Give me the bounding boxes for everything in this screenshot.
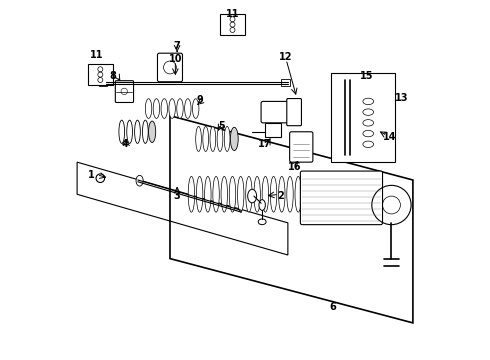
Ellipse shape bbox=[262, 176, 269, 212]
Ellipse shape bbox=[185, 99, 191, 118]
Text: 12: 12 bbox=[279, 52, 293, 62]
Ellipse shape bbox=[213, 176, 220, 212]
Ellipse shape bbox=[279, 176, 285, 212]
FancyBboxPatch shape bbox=[98, 79, 107, 86]
Text: 13: 13 bbox=[395, 93, 409, 103]
Ellipse shape bbox=[363, 130, 373, 137]
Text: 1: 1 bbox=[88, 170, 95, 180]
Ellipse shape bbox=[135, 120, 140, 143]
Ellipse shape bbox=[148, 121, 156, 143]
Ellipse shape bbox=[221, 176, 227, 212]
FancyBboxPatch shape bbox=[115, 81, 134, 103]
Ellipse shape bbox=[210, 126, 216, 152]
Ellipse shape bbox=[363, 120, 373, 126]
Text: 2: 2 bbox=[277, 191, 284, 201]
Text: 3: 3 bbox=[174, 191, 180, 201]
Ellipse shape bbox=[295, 176, 301, 212]
Text: 16: 16 bbox=[288, 162, 302, 172]
Text: 8: 8 bbox=[109, 71, 116, 81]
Text: 15: 15 bbox=[360, 71, 373, 81]
FancyBboxPatch shape bbox=[300, 171, 383, 225]
FancyBboxPatch shape bbox=[287, 99, 301, 126]
Ellipse shape bbox=[245, 176, 252, 212]
Text: 11: 11 bbox=[90, 50, 103, 60]
Ellipse shape bbox=[363, 109, 373, 115]
Text: 14: 14 bbox=[383, 132, 396, 142]
Ellipse shape bbox=[143, 120, 148, 143]
Ellipse shape bbox=[161, 99, 168, 118]
FancyBboxPatch shape bbox=[331, 73, 395, 162]
Ellipse shape bbox=[270, 176, 277, 212]
Ellipse shape bbox=[258, 219, 266, 225]
Text: 6: 6 bbox=[329, 302, 336, 312]
Ellipse shape bbox=[230, 127, 238, 150]
Ellipse shape bbox=[254, 176, 260, 212]
Ellipse shape bbox=[169, 99, 175, 118]
Ellipse shape bbox=[203, 126, 209, 152]
Ellipse shape bbox=[136, 175, 143, 186]
FancyBboxPatch shape bbox=[290, 132, 313, 162]
Ellipse shape bbox=[259, 200, 266, 210]
Ellipse shape bbox=[196, 176, 203, 212]
Ellipse shape bbox=[127, 120, 132, 143]
Text: 9: 9 bbox=[197, 95, 204, 105]
Ellipse shape bbox=[153, 99, 160, 118]
Ellipse shape bbox=[193, 99, 199, 118]
Ellipse shape bbox=[217, 126, 223, 152]
Ellipse shape bbox=[119, 120, 124, 143]
FancyBboxPatch shape bbox=[281, 79, 290, 86]
Ellipse shape bbox=[238, 176, 244, 212]
Ellipse shape bbox=[229, 176, 236, 212]
Text: 10: 10 bbox=[169, 54, 182, 64]
Ellipse shape bbox=[196, 126, 201, 152]
Ellipse shape bbox=[363, 141, 373, 148]
Ellipse shape bbox=[363, 98, 373, 105]
Ellipse shape bbox=[205, 176, 211, 212]
Text: 11: 11 bbox=[226, 9, 239, 19]
Ellipse shape bbox=[224, 126, 230, 152]
Text: 5: 5 bbox=[219, 121, 225, 131]
Ellipse shape bbox=[247, 189, 257, 203]
Ellipse shape bbox=[177, 99, 183, 118]
Ellipse shape bbox=[146, 99, 152, 118]
Text: 7: 7 bbox=[174, 41, 180, 51]
Text: 4: 4 bbox=[122, 139, 129, 149]
FancyBboxPatch shape bbox=[88, 64, 113, 85]
FancyBboxPatch shape bbox=[265, 123, 281, 137]
Ellipse shape bbox=[188, 176, 195, 212]
FancyBboxPatch shape bbox=[220, 14, 245, 35]
FancyBboxPatch shape bbox=[261, 102, 293, 123]
Ellipse shape bbox=[287, 176, 293, 212]
Text: 17: 17 bbox=[258, 139, 271, 149]
FancyBboxPatch shape bbox=[157, 53, 182, 82]
